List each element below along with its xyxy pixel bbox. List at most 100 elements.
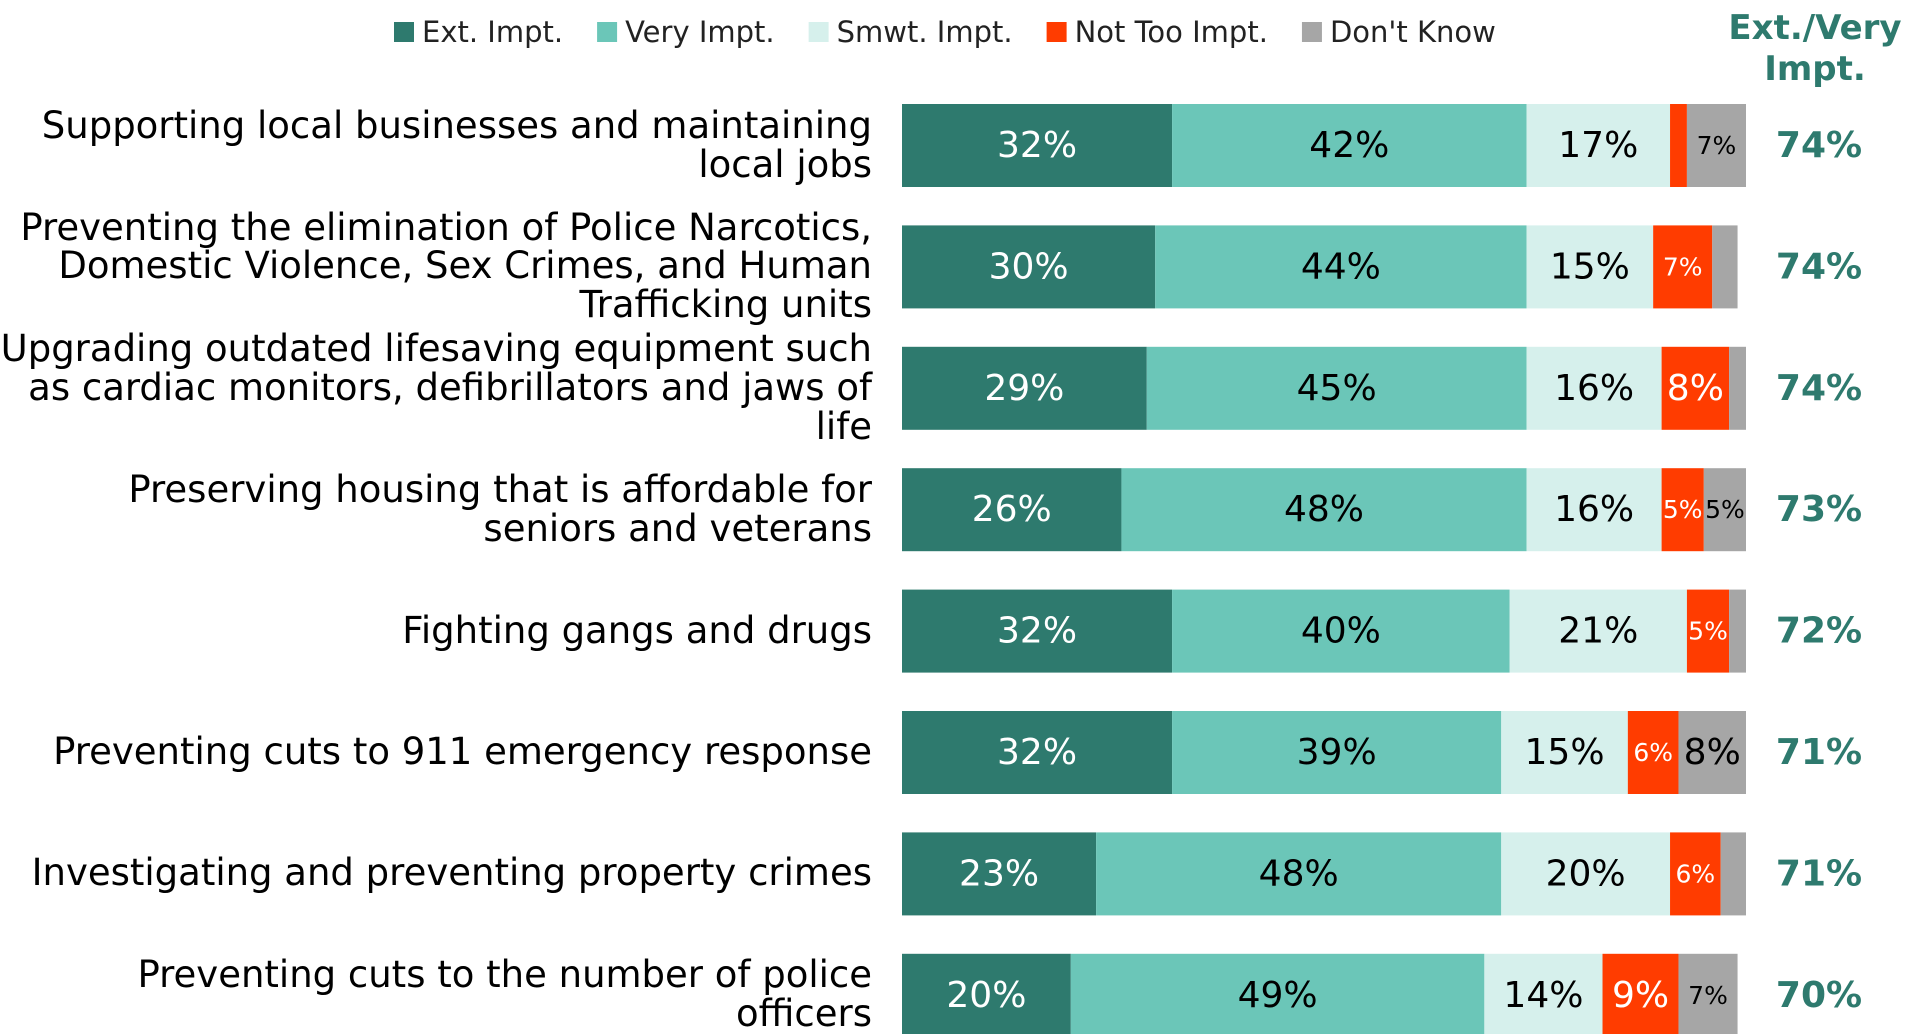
bar-segment: [1670, 832, 1721, 916]
data-label: 20%: [1546, 853, 1626, 894]
data-label: 14%: [1503, 975, 1583, 1016]
total-label: 70%: [1776, 975, 1862, 1016]
legend-swatch: [808, 22, 829, 42]
total-label: 74%: [1776, 125, 1862, 166]
bar-segment: [1661, 468, 1704, 552]
data-label: 21%: [1558, 611, 1638, 652]
data-label: 5%: [1688, 617, 1728, 646]
legend-label: Very Impt.: [625, 15, 775, 49]
data-label: 48%: [1284, 489, 1364, 530]
bar-segment: [1172, 711, 1502, 794]
data-label: 8%: [1684, 732, 1741, 773]
bar-segment: [1484, 953, 1603, 1034]
total-label: 71%: [1776, 732, 1862, 773]
data-label: 26%: [972, 489, 1052, 530]
bar-segment: [902, 468, 1122, 552]
bar-segment: [1070, 953, 1485, 1034]
bar-segment: [902, 589, 1173, 673]
bar-segment: [1678, 711, 1746, 794]
legend-swatch: [1046, 22, 1067, 42]
bar-segment: [1121, 468, 1527, 552]
data-label: 16%: [1554, 489, 1634, 530]
total-label: 71%: [1776, 853, 1862, 894]
data-label: 5%: [1705, 495, 1745, 524]
bar-segment: [902, 711, 1173, 794]
data-label: 32%: [997, 732, 1077, 773]
legend-label: Smwt. Impt.: [837, 15, 1013, 49]
bar-segment: [1096, 832, 1502, 916]
legend-swatch: [597, 22, 618, 42]
category-label: Fighting gangs and drugs: [402, 608, 872, 652]
category-label: Preserving housing that is affordable fo…: [128, 467, 872, 550]
legend-label: Not Too Impt.: [1075, 15, 1268, 49]
data-label: 32%: [997, 611, 1077, 652]
category-label: Preventing cuts to the number of police …: [137, 953, 872, 1034]
legend-label: Don't Know: [1330, 15, 1496, 49]
category-label: Investigating and preventing property cr…: [31, 851, 872, 895]
bar-segment: [1661, 346, 1730, 430]
legend-swatch: [394, 22, 414, 42]
data-label: 42%: [1309, 125, 1389, 166]
bar-segment: [1146, 346, 1527, 430]
data-label: 40%: [1301, 611, 1381, 652]
bar-segment: [1712, 225, 1738, 309]
category-label: Preventing the elimination of Police Nar…: [20, 205, 872, 327]
bar-segment: [1720, 832, 1746, 916]
data-label: 6%: [1676, 859, 1716, 888]
bar-segment: [902, 346, 1147, 430]
bar-segment: [1729, 346, 1746, 430]
data-label: 44%: [1301, 246, 1381, 287]
bar-segment: [1653, 225, 1713, 309]
bar-segment: [902, 832, 1097, 916]
data-label: 30%: [989, 246, 1069, 287]
data-label: 39%: [1297, 732, 1377, 773]
data-label: 23%: [959, 853, 1039, 894]
bar-segment: [1670, 104, 1687, 187]
data-label: 17%: [1558, 125, 1638, 166]
bar-segment: [1526, 468, 1662, 552]
bar-segment: [1172, 104, 1527, 187]
total-label: 74%: [1776, 246, 1862, 287]
totals-header: Ext./Very Impt.: [1728, 8, 1902, 89]
data-label: 32%: [997, 125, 1077, 166]
bar-segment: [902, 225, 1156, 309]
category-label: Supporting local businesses and maintain…: [41, 103, 872, 186]
data-label: 15%: [1550, 246, 1630, 287]
bar-segment: [1678, 953, 1738, 1034]
bar-segment: [1526, 225, 1654, 309]
data-label: 5%: [1663, 495, 1703, 524]
data-label: 9%: [1612, 975, 1669, 1016]
bar-segment: [1703, 468, 1746, 552]
bar-segment: [902, 953, 1071, 1034]
category-label: Upgrading outdated lifesaving equipment …: [0, 327, 872, 448]
bar-segment: [1526, 346, 1662, 430]
bar-segment: [902, 104, 1173, 187]
total-label: 72%: [1776, 611, 1862, 652]
category-label: Preventing cuts to 911 emergency respons…: [53, 730, 872, 774]
bar-segment: [1155, 225, 1527, 309]
bar-segment: [1729, 589, 1746, 673]
bar-segment: [1501, 711, 1628, 794]
data-label: 7%: [1697, 131, 1737, 160]
data-label: 48%: [1259, 853, 1339, 894]
data-label: 20%: [946, 975, 1026, 1016]
data-label: 16%: [1554, 368, 1634, 409]
data-label: 49%: [1238, 975, 1318, 1016]
total-label: 73%: [1776, 489, 1862, 530]
data-label: 7%: [1688, 981, 1728, 1010]
data-label: 6%: [1633, 738, 1673, 767]
data-label: 15%: [1525, 732, 1605, 773]
bar-segment: [1172, 589, 1510, 673]
bar-segment: [1526, 104, 1671, 187]
data-label: 45%: [1297, 368, 1377, 409]
data-label: 8%: [1667, 368, 1724, 409]
bar-segment: [1686, 104, 1746, 187]
bar-segment: [1627, 711, 1679, 794]
bar-segment: [1501, 832, 1671, 916]
total-label: 74%: [1776, 368, 1862, 409]
legend-label: Ext. Impt.: [422, 15, 563, 49]
bar-segment: [1509, 589, 1687, 673]
bar-segment: [1602, 953, 1679, 1034]
